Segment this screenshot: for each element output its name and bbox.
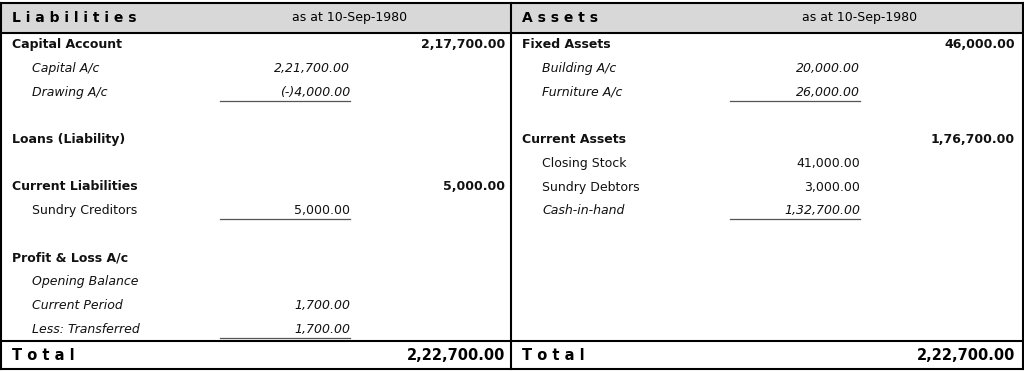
Text: 1,700.00: 1,700.00 bbox=[294, 299, 350, 312]
Text: Current Period: Current Period bbox=[32, 299, 123, 312]
Text: (-)4,000.00: (-)4,000.00 bbox=[280, 86, 350, 99]
Bar bbox=[2, 3, 511, 33]
Text: Fixed Assets: Fixed Assets bbox=[522, 38, 610, 51]
Text: T o t a l: T o t a l bbox=[12, 348, 75, 362]
Text: as at 10-Sep-1980: as at 10-Sep-1980 bbox=[293, 12, 408, 24]
Bar bbox=[512, 3, 1023, 33]
Text: 2,17,700.00: 2,17,700.00 bbox=[421, 38, 505, 51]
Text: 2,22,700.00: 2,22,700.00 bbox=[407, 348, 505, 362]
Text: Drawing A/c: Drawing A/c bbox=[32, 86, 108, 99]
Text: Loans (Liability): Loans (Liability) bbox=[12, 133, 125, 146]
Text: Building A/c: Building A/c bbox=[542, 62, 616, 75]
Text: 1,32,700.00: 1,32,700.00 bbox=[784, 204, 860, 217]
Text: 5,000.00: 5,000.00 bbox=[443, 181, 505, 194]
Text: 1,700.00: 1,700.00 bbox=[294, 323, 350, 336]
Text: Opening Balance: Opening Balance bbox=[32, 275, 138, 288]
Text: A s s e t s: A s s e t s bbox=[522, 11, 598, 25]
Text: 20,000.00: 20,000.00 bbox=[796, 62, 860, 75]
Text: Sundry Debtors: Sundry Debtors bbox=[542, 181, 640, 194]
Text: L i a b i l i t i e s: L i a b i l i t i e s bbox=[12, 11, 136, 25]
Text: 41,000.00: 41,000.00 bbox=[797, 157, 860, 170]
Text: Profit & Loss A/c: Profit & Loss A/c bbox=[12, 252, 128, 265]
Text: Closing Stock: Closing Stock bbox=[542, 157, 627, 170]
Text: Sundry Creditors: Sundry Creditors bbox=[32, 204, 137, 217]
Text: 26,000.00: 26,000.00 bbox=[796, 86, 860, 99]
Text: Furniture A/c: Furniture A/c bbox=[542, 86, 623, 99]
Text: 46,000.00: 46,000.00 bbox=[944, 38, 1015, 51]
Text: 5,000.00: 5,000.00 bbox=[294, 204, 350, 217]
Text: T o t a l: T o t a l bbox=[522, 348, 585, 362]
Text: 3,000.00: 3,000.00 bbox=[804, 181, 860, 194]
Text: Less: Transferred: Less: Transferred bbox=[32, 323, 139, 336]
Text: Cash-in-hand: Cash-in-hand bbox=[542, 204, 625, 217]
Text: 2,22,700.00: 2,22,700.00 bbox=[916, 348, 1015, 362]
Text: 1,76,700.00: 1,76,700.00 bbox=[931, 133, 1015, 146]
Text: Capital Account: Capital Account bbox=[12, 38, 122, 51]
Text: Current Liabilities: Current Liabilities bbox=[12, 181, 137, 194]
Text: Capital A/c: Capital A/c bbox=[32, 62, 99, 75]
Text: 2,21,700.00: 2,21,700.00 bbox=[274, 62, 350, 75]
Text: Current Assets: Current Assets bbox=[522, 133, 626, 146]
Text: as at 10-Sep-1980: as at 10-Sep-1980 bbox=[803, 12, 918, 24]
